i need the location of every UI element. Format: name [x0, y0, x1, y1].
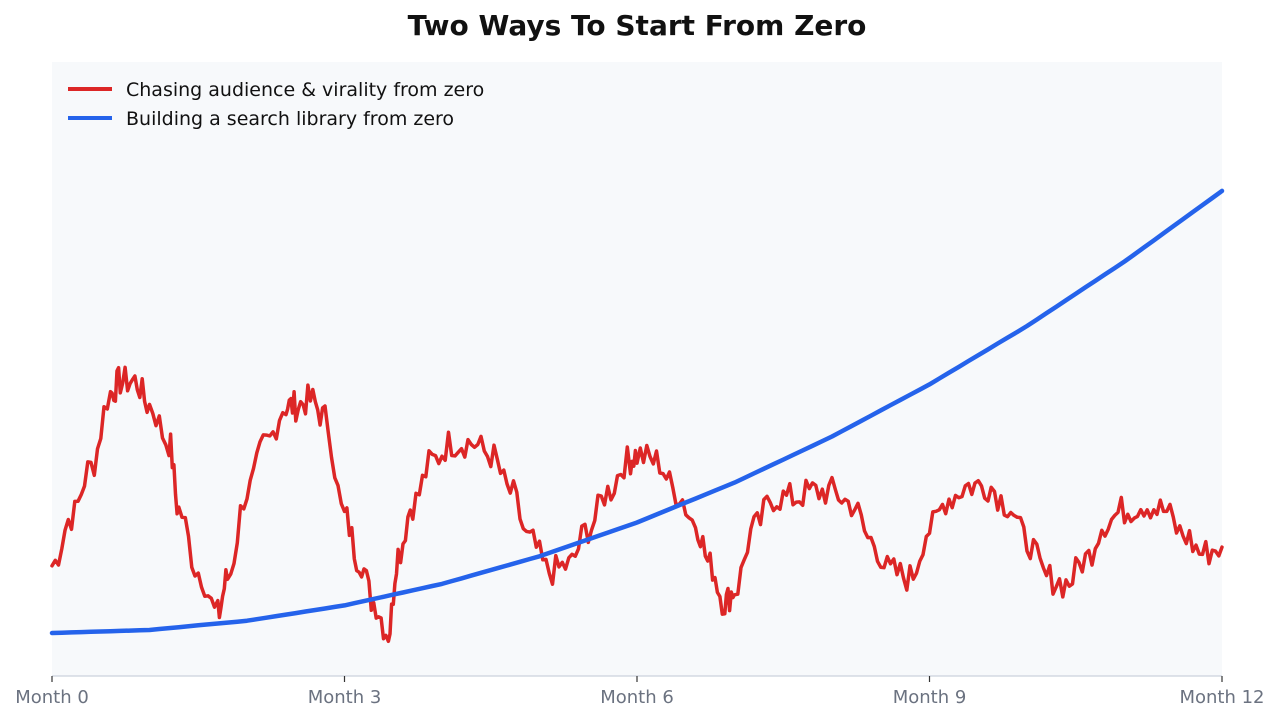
series-line-1 [50, 365, 1224, 644]
x-tick-label: Month 6 [600, 687, 674, 708]
legend-label: Chasing audience & virality from zero [126, 79, 484, 101]
x-tick-label: Month 0 [15, 687, 89, 708]
x-axis-ticks: Month 0 Month 3 Month 6 Month 9 Month 12 [15, 676, 1265, 708]
legend-label: Building a search library from zero [126, 108, 454, 130]
legend: Chasing audience & virality from zero Bui… [68, 79, 484, 130]
series-lines [49, 188, 1225, 644]
plot-background [52, 62, 1222, 676]
x-tick-label: Month 12 [1179, 687, 1264, 708]
x-tick-label: Month 9 [893, 687, 967, 708]
series-line-2 [49, 188, 1225, 636]
chart-title: Two Ways To Start From Zero [407, 9, 867, 42]
x-tick-label: Month 3 [308, 687, 382, 708]
